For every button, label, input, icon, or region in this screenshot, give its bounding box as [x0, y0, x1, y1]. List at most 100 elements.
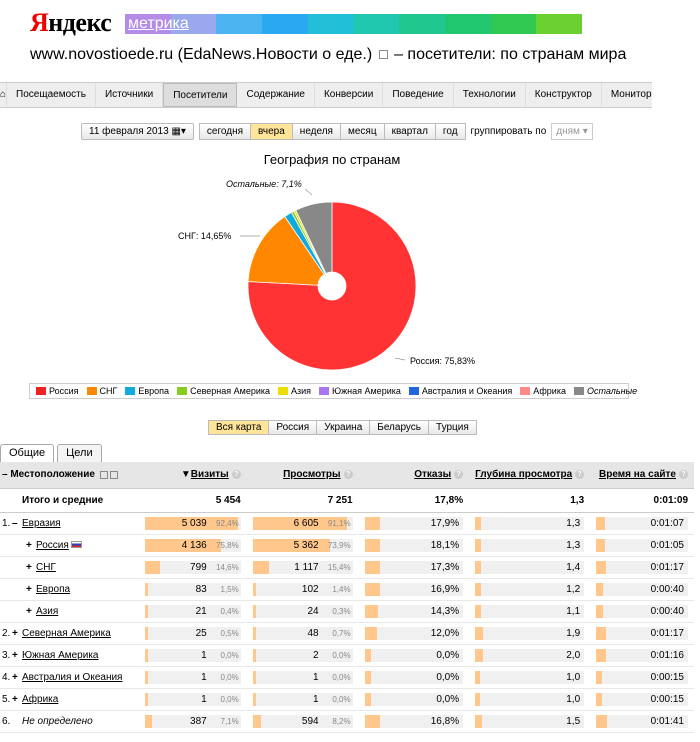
legend-item[interactable]: Россия	[36, 386, 79, 396]
expand-toggle[interactable]: –	[12, 517, 18, 529]
period-button[interactable]: месяц	[339, 123, 384, 140]
nav-item[interactable]: Конверсии	[315, 83, 384, 107]
location-link[interactable]: Австралия и Океания	[22, 671, 123, 683]
visits: 21 0,4%	[139, 600, 247, 623]
legend-item[interactable]: Африка	[520, 386, 566, 396]
expand-toggle[interactable]: +	[26, 583, 32, 595]
expand-toggle[interactable]: +	[26, 561, 32, 573]
col-time[interactable]: Время на сайте?	[590, 462, 694, 489]
period-button[interactable]: квартал	[383, 123, 435, 140]
total-label: Итого и средние	[0, 488, 140, 513]
external-link-icon[interactable]	[378, 50, 388, 60]
expand-toggle[interactable]: +	[12, 671, 18, 683]
nav-item[interactable]: Конструктор	[526, 83, 602, 107]
table-row[interactable]: + Россия 4 136 75,8% 5 362 73,9% 18,1% 1,3 0:01:…	[0, 534, 694, 557]
region-tab[interactable]: Украина	[316, 420, 370, 435]
table-row[interactable]: + Европа 83 1,5% 102 1,4% 16,9% 1,2 0:00:40	[0, 578, 694, 601]
metrika-link[interactable]: метрика	[128, 15, 189, 32]
nav-item[interactable]: Посещаемость	[7, 83, 96, 107]
legend-item[interactable]: Европа	[125, 386, 169, 396]
region-tab[interactable]: Беларусь	[369, 420, 429, 435]
nav-item[interactable]: Поведение	[383, 83, 454, 107]
table-row[interactable]: 2. + Северная Америка 25 0,5% 48 0,7% 12,0% 1,9 0…	[0, 622, 694, 645]
visits: 25 0,5%	[139, 622, 247, 645]
visits-value: 1	[201, 693, 207, 705]
date-picker-button[interactable]: 11 февраля 2013 ▦▾	[81, 123, 194, 140]
location-link[interactable]: Северная Америка	[22, 627, 111, 639]
location-link[interactable]: Европа	[36, 583, 71, 595]
location-link[interactable]: Не определено	[22, 715, 93, 727]
filter-icon[interactable]	[99, 470, 108, 479]
table-row[interactable]: 3. + Южная Америка 1 0,0% 2 0,0% 0,0% 2,0 0:01:16	[0, 644, 694, 667]
location-link[interactable]: Евразия	[22, 517, 61, 529]
region-tab[interactable]: Россия	[268, 420, 317, 435]
help-icon[interactable]: ?	[575, 470, 585, 480]
period-button[interactable]: вчера	[250, 123, 292, 140]
depth-value: 1,3	[566, 517, 581, 529]
nav-item[interactable]: Технологии	[454, 83, 526, 107]
help-icon[interactable]: ?	[343, 470, 353, 480]
period-button[interactable]: неделя	[291, 123, 340, 140]
table-row[interactable]: 1. – Евразия 5 039 92,4% 6 605 91,1% 17,9% 1,3 0:…	[0, 512, 694, 535]
legend-item[interactable]: Северная Америка	[177, 386, 270, 396]
expand-toggle[interactable]: +	[12, 627, 18, 639]
nav-item[interactable]: Посетители	[163, 83, 238, 107]
location-link[interactable]: Южная Америка	[22, 649, 99, 661]
legend-item[interactable]: Азия	[278, 386, 311, 396]
help-icon[interactable]: ?	[679, 470, 688, 480]
report-tab[interactable]: Цели	[57, 444, 102, 462]
col-bounces-label[interactable]: Отказы	[414, 469, 452, 481]
region-tab[interactable]: Вся карта	[208, 420, 269, 435]
col-visits[interactable]: ▼Визиты?	[139, 462, 247, 489]
legend-item[interactable]: Остальные	[573, 386, 637, 396]
pie-slice-5[interactable]	[295, 201, 333, 274]
nav-item[interactable]: Источники	[96, 83, 164, 107]
help-icon[interactable]: ?	[454, 470, 464, 480]
expand-toggle[interactable]: +	[26, 539, 32, 551]
logo-word: ндекс	[48, 8, 112, 37]
location-link[interactable]: Россия	[36, 539, 69, 551]
expand-toggle[interactable]: +	[12, 649, 18, 661]
visits-bar: 1 0,0%	[145, 670, 241, 684]
legend-item[interactable]: Австралия и Океания	[408, 386, 512, 396]
calendar-icon: ▦▾	[171, 126, 186, 137]
location-link[interactable]: Африка	[22, 693, 59, 705]
report-tab[interactable]: Общие	[0, 444, 55, 462]
period-button[interactable]: сегодня	[198, 123, 251, 140]
list-icon[interactable]	[109, 470, 118, 479]
col-views[interactable]: Просмотры?	[246, 462, 359, 489]
table-row[interactable]: + Азия 21 0,4% 24 0,3% 14,3% 1,1 0:00:40	[0, 600, 694, 623]
legend-item[interactable]: Южная Америка	[319, 386, 401, 396]
group-select[interactable]: дням ▾	[551, 123, 593, 140]
col-depth[interactable]: Глубина просмотра?	[469, 462, 591, 489]
time-bar: 0:01:17	[596, 560, 688, 574]
visits-bar-fill	[145, 582, 149, 596]
expand-toggle[interactable]: +	[26, 605, 32, 617]
location-link[interactable]: Азия	[36, 605, 59, 617]
help-icon[interactable]: ?	[231, 470, 241, 480]
table-row[interactable]: + СНГ 799 14,6% 1 117 15,4% 17,3% 1,4 0:01:17	[0, 556, 694, 579]
pie-slice-1[interactable]	[247, 215, 325, 286]
time-bar-fill	[596, 648, 606, 662]
legend-item[interactable]: СНГ	[86, 386, 117, 396]
location-link[interactable]: СНГ	[36, 561, 56, 573]
period-button[interactable]: год	[434, 123, 466, 140]
home-icon[interactable]: ⌂	[0, 83, 8, 107]
col-depth-label[interactable]: Глубина просмотра	[475, 469, 573, 481]
yandex-logo[interactable]: Яндекс	[30, 8, 112, 38]
col-bounces[interactable]: Отказы?	[358, 462, 470, 489]
col-location[interactable]: – Местоположение	[0, 462, 140, 489]
table-row[interactable]: 5. + Африка 1 0,0% 1 0,0% 0,0% 1,0 0:00:15	[0, 688, 694, 711]
title-suffix: – посетители: по странам мира	[394, 46, 627, 63]
col-views-label[interactable]: Просмотры	[283, 469, 341, 481]
col-visits-label[interactable]: Визиты	[190, 469, 229, 481]
region-tab[interactable]: Турция	[428, 420, 477, 435]
table-row[interactable]: 4. + Австралия и Океания 1 0,0% 1 0,0% 0,0% 1,0 0…	[0, 666, 694, 689]
nav-item[interactable]: Мониторинг	[602, 83, 652, 107]
pie-slice-0[interactable]	[247, 201, 417, 371]
nav-item[interactable]: Содержание	[237, 83, 315, 107]
table-row[interactable]: 6. Не определено 387 7,1% 594 8,2% 16,8% 1,5 0:0…	[0, 710, 694, 733]
expand-toggle[interactable]: +	[12, 693, 18, 705]
col-time-label[interactable]: Время на сайте	[598, 469, 676, 481]
visits-percent: 1,5%	[220, 584, 239, 594]
